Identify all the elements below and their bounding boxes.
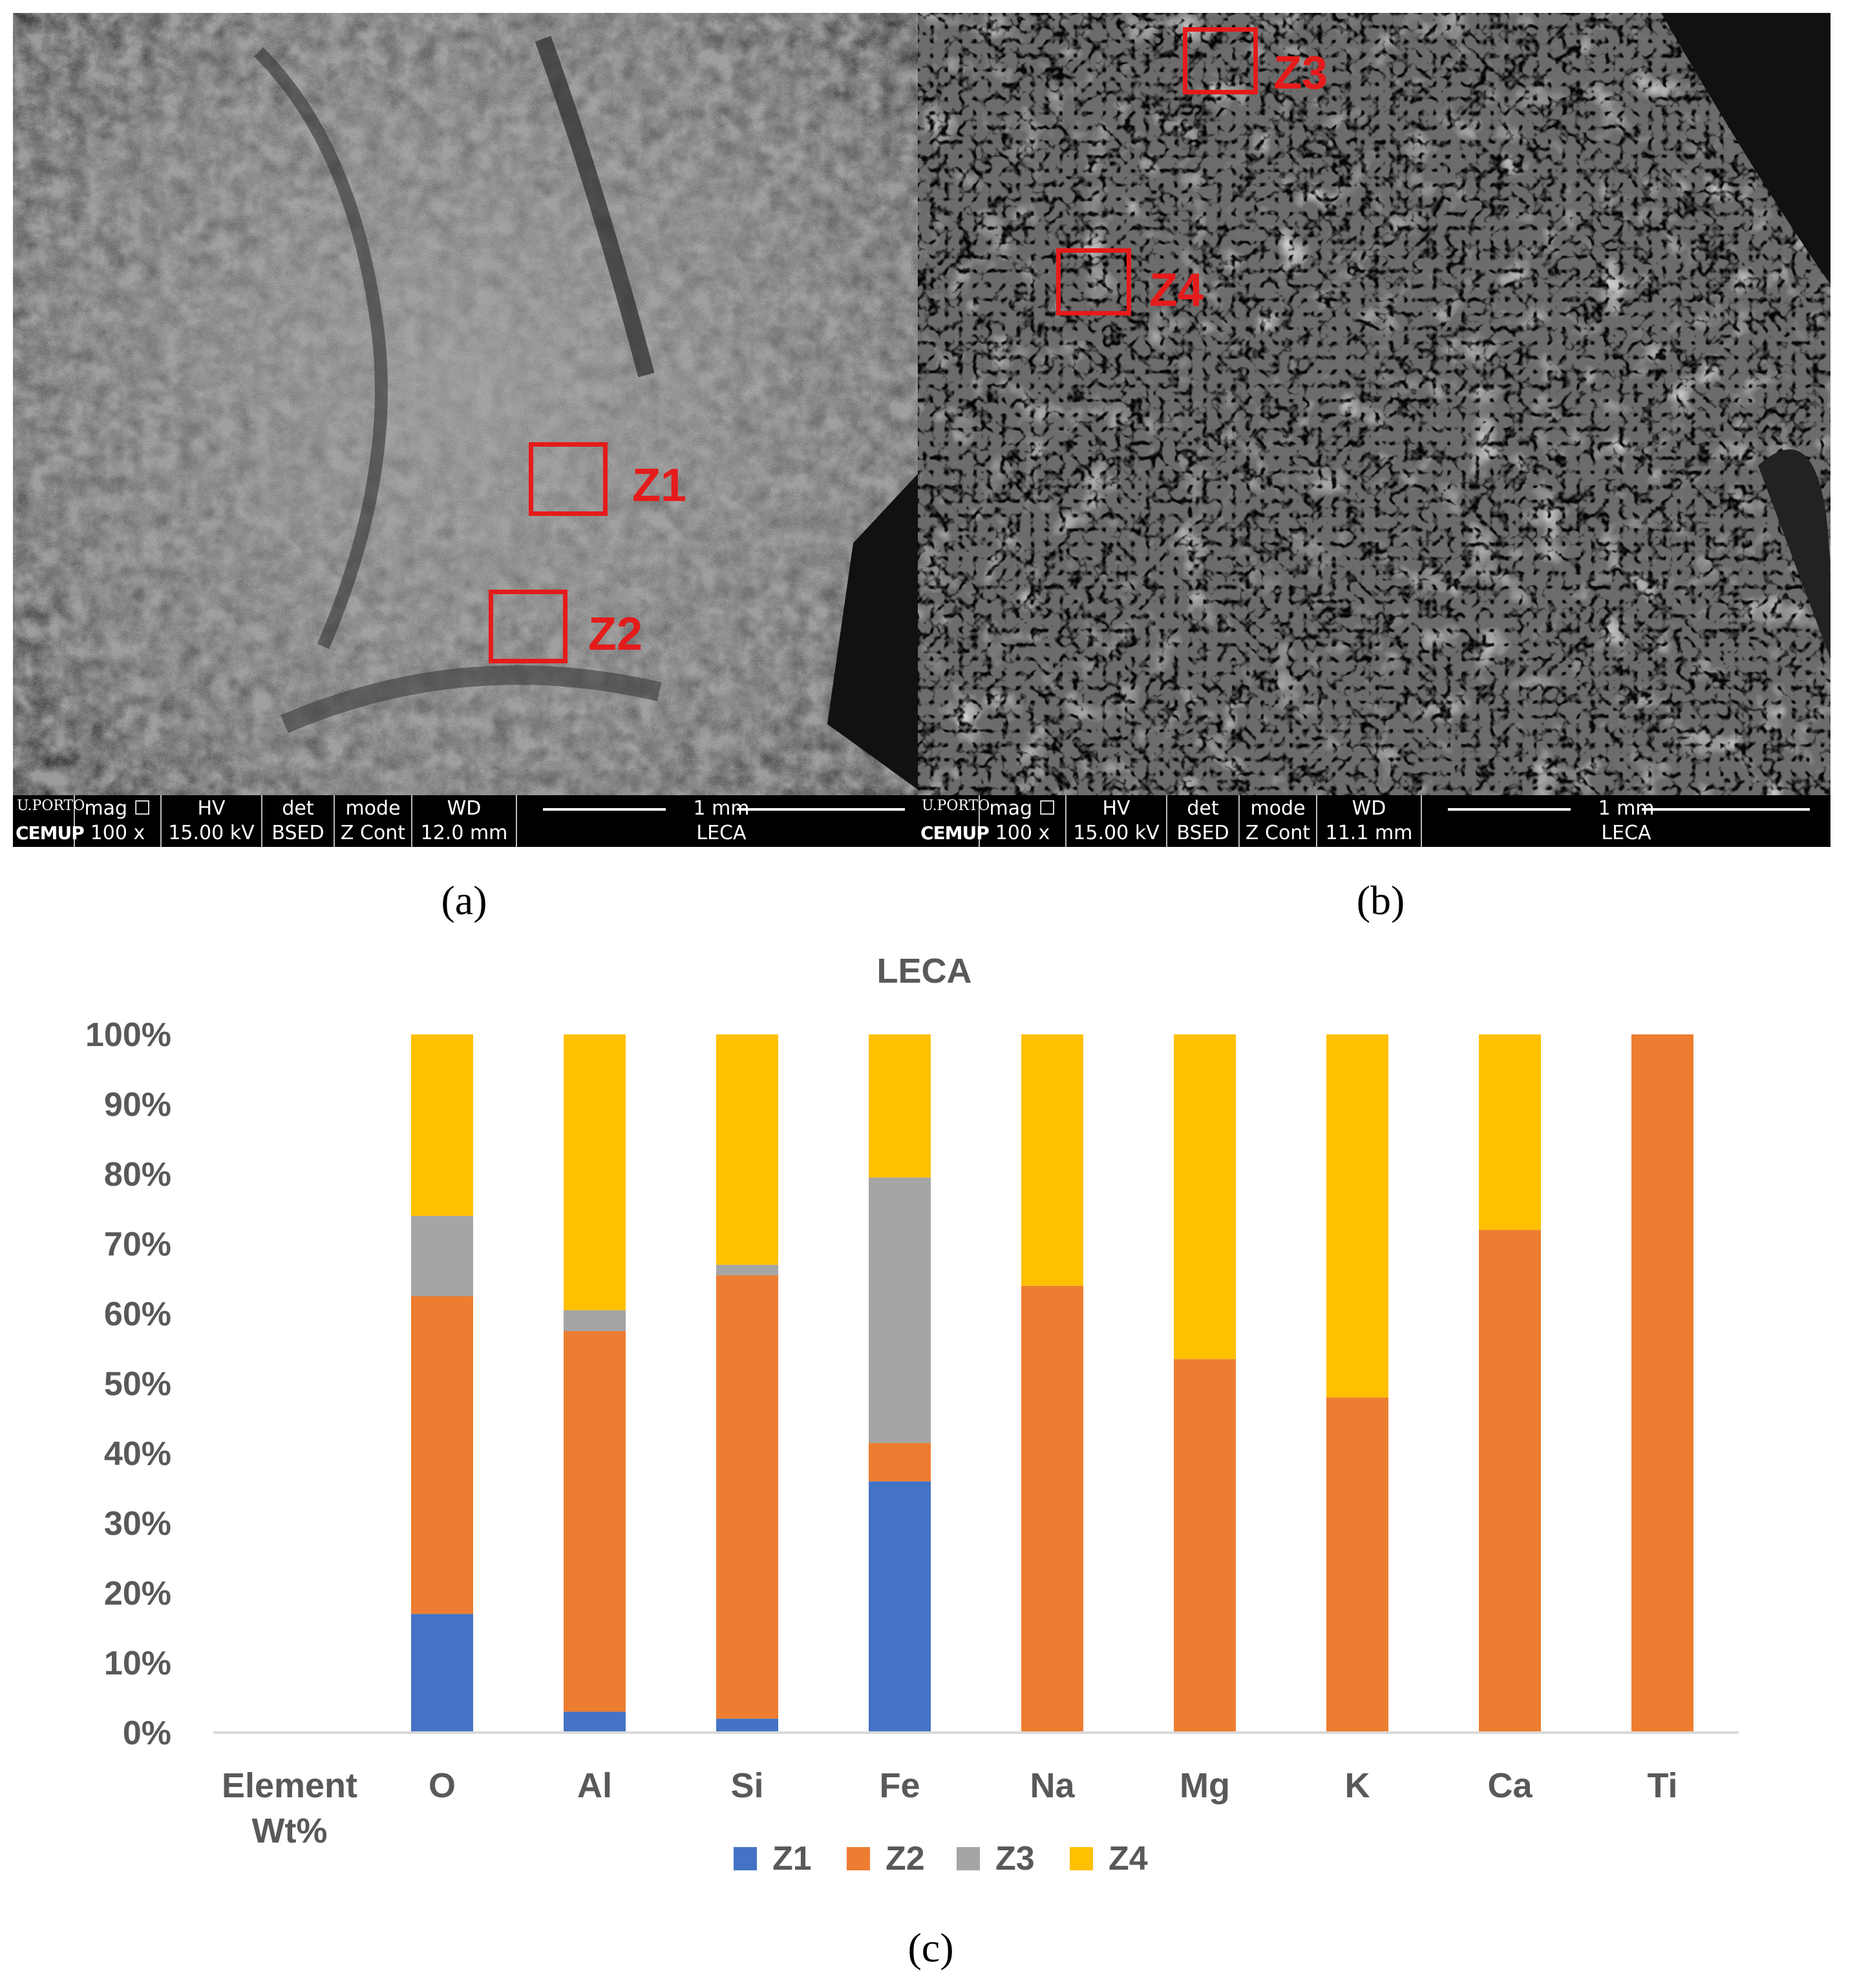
- zone-z1-label: Z1: [632, 460, 687, 511]
- bar-k-z2: [1326, 1397, 1388, 1733]
- det-cell: det BSED: [1167, 795, 1240, 847]
- bar-o-z3: [411, 1215, 473, 1296]
- legend-label-z2: Z2: [886, 1840, 925, 1877]
- panel-label-b: (b): [1356, 877, 1405, 923]
- x-tick-label: Al: [577, 1766, 612, 1805]
- bar-ca-z2: [1479, 1230, 1541, 1733]
- x-tick-label: Ca: [1487, 1766, 1533, 1805]
- mag-cell: mag ☐ 100 x: [980, 795, 1066, 847]
- cemup-logo: U.PORTO CEMUP: [918, 795, 990, 847]
- mag-cell: mag ☐ 100 x: [75, 795, 162, 847]
- bar-al-z4: [564, 1034, 626, 1310]
- bar-fe-z1: [869, 1481, 931, 1733]
- x-tick-label: Ti: [1647, 1766, 1677, 1805]
- y-tick-label: 100%: [85, 1016, 171, 1054]
- x-tick-label: Na: [1030, 1766, 1075, 1805]
- bar-ti-z2: [1631, 1034, 1693, 1733]
- bar-k-z4: [1326, 1034, 1388, 1398]
- bar-al-z1: [564, 1711, 626, 1733]
- scale-bar: [543, 808, 666, 811]
- legend-label-z1: Z1: [772, 1840, 812, 1877]
- zone-z1-box: [529, 442, 608, 516]
- stacked-bar-chart: LECA 0% 10% 20% 30% 40% 50% 60% 70% 80% 90% 100% E…: [85, 952, 1739, 1877]
- zone-z3-box: [1183, 27, 1258, 94]
- bar-fe-z4: [869, 1034, 931, 1178]
- zone-z2-box: [489, 590, 568, 663]
- legend-swatch-z2: [847, 1847, 870, 1870]
- x-tick-label: Si: [730, 1766, 763, 1805]
- bar-al-z2: [564, 1331, 626, 1712]
- mode-cell: mode Z Cont: [335, 795, 412, 847]
- cemup-logo: U.PORTO CEMUP: [13, 795, 85, 847]
- sem-image-b: Z3 Z4 U.PORTO CEMUP mag ☐ 100 x HV 15.00 k…: [918, 13, 1830, 847]
- bar-na-z4: [1021, 1034, 1083, 1286]
- y-tick-label: 20%: [104, 1575, 171, 1612]
- chart-title: LECA: [877, 952, 972, 990]
- legend-swatch-z4: [1070, 1847, 1093, 1870]
- bar-mg-z4: [1174, 1034, 1236, 1360]
- hv-cell: HV 15.00 kV: [1066, 795, 1167, 847]
- bar-si-z4: [716, 1034, 778, 1265]
- scale-cell: 1 mm LECA: [517, 795, 926, 847]
- scale-bar: [1448, 808, 1571, 811]
- y-tick-label: 60%: [104, 1296, 171, 1333]
- bar-fe-z3: [869, 1177, 931, 1443]
- sem-image-a: Z1 Z2 U.PORTO CEMUP mag ☐ 100 x HV 15.00 k…: [13, 13, 926, 847]
- sample-label: LECA: [696, 822, 747, 844]
- bars: [411, 1034, 1693, 1733]
- y-tick-label: 0%: [123, 1715, 171, 1752]
- sem-texture-b: [918, 13, 1830, 847]
- y-tick-label: 70%: [104, 1226, 171, 1263]
- x-tick-label: K: [1345, 1766, 1370, 1805]
- y-tick-label: 30%: [104, 1505, 171, 1543]
- bar-si-z2: [716, 1275, 778, 1719]
- bar-si-z1: [716, 1718, 778, 1733]
- scale-label: 1 mm: [693, 797, 750, 820]
- sem-info-bar-a: U.PORTO CEMUP mag ☐ 100 x HV 15.00 kV det B…: [13, 795, 926, 847]
- wd-cell: WD 12.0 mm: [412, 795, 517, 847]
- y-tick-label: 90%: [104, 1086, 171, 1124]
- legend-label-z3: Z3: [995, 1840, 1035, 1877]
- scale-label: 1 mm: [1598, 797, 1655, 820]
- y-tick-label: 40%: [104, 1435, 171, 1473]
- x-tick-label: O: [429, 1766, 456, 1805]
- bar-o-z1: [411, 1614, 473, 1733]
- zone-z3-label: Z3: [1273, 47, 1328, 99]
- bar-al-z3: [564, 1310, 626, 1331]
- legend-swatch-z1: [734, 1847, 757, 1870]
- legend-label-z4: Z4: [1109, 1840, 1148, 1877]
- zone-z2-label: Z2: [588, 608, 643, 660]
- x-axis: Element Wt% O Al Si Fe Na Mg K Ca Ti: [222, 1766, 1678, 1850]
- zone-z4-box: [1056, 248, 1131, 315]
- bar-o-z4: [411, 1034, 473, 1216]
- mode-cell: mode Z Cont: [1240, 795, 1317, 847]
- hv-cell: HV 15.00 kV: [162, 795, 262, 847]
- y-axis: 0% 10% 20% 30% 40% 50% 60% 70% 80% 90% 100%: [85, 1016, 171, 1752]
- bar-o-z2: [411, 1296, 473, 1614]
- legend-swatch-z3: [957, 1847, 980, 1870]
- zone-z4-label: Z4: [1149, 264, 1204, 316]
- bar-si-z3: [716, 1265, 778, 1276]
- y-tick-label: 10%: [104, 1645, 171, 1682]
- y-tick-label: 50%: [104, 1365, 171, 1403]
- wd-cell: WD 11.1 mm: [1317, 795, 1422, 847]
- bar-mg-z2: [1174, 1359, 1236, 1733]
- sem-info-bar-b: U.PORTO CEMUP mag ☐ 100 x HV 15.00 kV det B…: [918, 795, 1830, 847]
- det-cell: det BSED: [262, 795, 335, 847]
- bar-na-z2: [1021, 1285, 1083, 1733]
- legend: Z1 Z2 Z3 Z4: [734, 1840, 1148, 1877]
- sample-label: LECA: [1601, 822, 1651, 844]
- x-tick-label: Element Wt%: [222, 1766, 357, 1850]
- panel-label-c: (c): [907, 1925, 954, 1971]
- panel-label-a: (a): [441, 877, 487, 923]
- bar-ca-z4: [1479, 1034, 1541, 1230]
- bar-fe-z2: [869, 1442, 931, 1482]
- scale-cell: 1 mm LECA: [1422, 795, 1830, 847]
- y-tick-label: 80%: [104, 1156, 171, 1193]
- x-tick-label: Mg: [1180, 1766, 1230, 1805]
- sem-texture-a: [13, 13, 926, 847]
- x-tick-label: Fe: [879, 1766, 920, 1805]
